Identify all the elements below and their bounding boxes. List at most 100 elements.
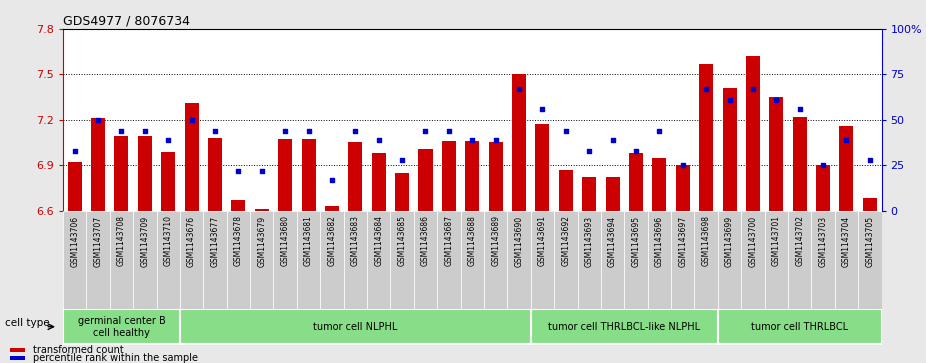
Text: GSM1143700: GSM1143700 — [748, 215, 757, 266]
Bar — [746, 56, 760, 211]
Point — [278, 128, 293, 134]
Point — [816, 162, 831, 168]
Bar — [531, 211, 554, 309]
Point — [348, 128, 363, 134]
Text: GSM1143679: GSM1143679 — [257, 215, 267, 266]
Bar — [161, 151, 175, 211]
Point — [722, 97, 737, 103]
Text: GSM1143703: GSM1143703 — [819, 215, 828, 266]
Point — [793, 106, 807, 112]
Text: GSM1143693: GSM1143693 — [584, 215, 594, 266]
Point — [699, 86, 714, 92]
Text: GSM1143709: GSM1143709 — [141, 215, 149, 266]
Point — [652, 128, 667, 134]
Bar — [816, 165, 830, 211]
Text: percentile rank within the sample: percentile rank within the sample — [33, 353, 198, 363]
Point — [418, 128, 432, 134]
Text: GSM1143680: GSM1143680 — [281, 215, 290, 266]
Bar — [63, 211, 86, 309]
Text: GSM1143681: GSM1143681 — [304, 215, 313, 266]
Bar — [391, 211, 414, 309]
Bar — [694, 211, 718, 309]
Bar — [133, 211, 156, 309]
Text: GSM1143706: GSM1143706 — [70, 215, 79, 266]
Bar — [535, 124, 549, 211]
Text: GSM1143688: GSM1143688 — [468, 215, 477, 266]
Bar — [465, 141, 480, 211]
Point — [675, 162, 690, 168]
Text: germinal center B
cell healthy: germinal center B cell healthy — [78, 316, 166, 338]
Bar — [115, 136, 129, 211]
Bar — [442, 141, 456, 211]
Point — [629, 148, 644, 154]
Bar — [676, 165, 690, 211]
Bar — [184, 103, 198, 211]
Bar — [699, 64, 713, 211]
Text: GSM1143701: GSM1143701 — [771, 215, 781, 266]
Text: GSM1143676: GSM1143676 — [187, 215, 196, 266]
Text: GSM1143685: GSM1143685 — [397, 215, 407, 266]
Text: tumor cell NLPHL: tumor cell NLPHL — [313, 322, 397, 332]
Point — [488, 137, 503, 143]
Bar — [601, 211, 624, 309]
Bar — [348, 142, 362, 211]
Text: GSM1143687: GSM1143687 — [444, 215, 454, 266]
Text: GSM1143694: GSM1143694 — [608, 215, 617, 266]
Bar — [718, 309, 882, 344]
Bar — [344, 211, 367, 309]
Bar — [558, 170, 573, 211]
Point — [301, 128, 316, 134]
Text: GSM1143697: GSM1143697 — [678, 215, 687, 266]
Bar — [722, 88, 736, 211]
Bar — [863, 199, 877, 211]
Bar — [578, 211, 601, 309]
Point — [255, 168, 269, 174]
Bar — [414, 211, 437, 309]
Bar — [788, 211, 811, 309]
Text: GSM1143707: GSM1143707 — [94, 215, 103, 266]
Bar — [367, 211, 391, 309]
Bar — [770, 97, 783, 211]
Text: GSM1143677: GSM1143677 — [210, 215, 219, 266]
Text: GDS4977 / 8076734: GDS4977 / 8076734 — [63, 15, 190, 28]
Bar — [489, 142, 503, 211]
Bar — [531, 309, 718, 344]
Text: GSM1143695: GSM1143695 — [632, 215, 641, 266]
Text: GSM1143678: GSM1143678 — [234, 215, 243, 266]
Bar — [793, 117, 807, 211]
Bar — [834, 211, 858, 309]
Bar — [554, 211, 578, 309]
Bar — [629, 153, 643, 211]
Bar — [180, 309, 531, 344]
Point — [184, 117, 199, 123]
Text: GSM1143698: GSM1143698 — [702, 215, 710, 266]
Text: tumor cell THRLBCL: tumor cell THRLBCL — [751, 322, 848, 332]
Bar — [371, 153, 386, 211]
Bar — [86, 211, 110, 309]
Text: GSM1143710: GSM1143710 — [164, 215, 173, 266]
Text: GSM1143702: GSM1143702 — [795, 215, 804, 266]
Point — [231, 168, 245, 174]
Bar — [395, 173, 409, 211]
Bar — [460, 211, 484, 309]
Text: tumor cell THRLBCL-like NLPHL: tumor cell THRLBCL-like NLPHL — [548, 322, 700, 332]
Point — [68, 148, 82, 154]
Bar — [325, 206, 339, 211]
Bar — [255, 209, 269, 211]
Text: GSM1143699: GSM1143699 — [725, 215, 734, 266]
Bar — [208, 138, 222, 211]
Bar — [273, 211, 297, 309]
Bar — [10, 356, 26, 360]
Point — [137, 128, 152, 134]
Point — [371, 137, 386, 143]
Point — [839, 137, 854, 143]
Text: GSM1143689: GSM1143689 — [491, 215, 500, 266]
Bar — [507, 211, 531, 309]
Point — [114, 128, 129, 134]
Bar — [582, 177, 596, 211]
Point — [745, 86, 760, 92]
Bar — [652, 158, 667, 211]
Bar — [765, 211, 788, 309]
Point — [606, 137, 620, 143]
Bar — [232, 200, 245, 211]
